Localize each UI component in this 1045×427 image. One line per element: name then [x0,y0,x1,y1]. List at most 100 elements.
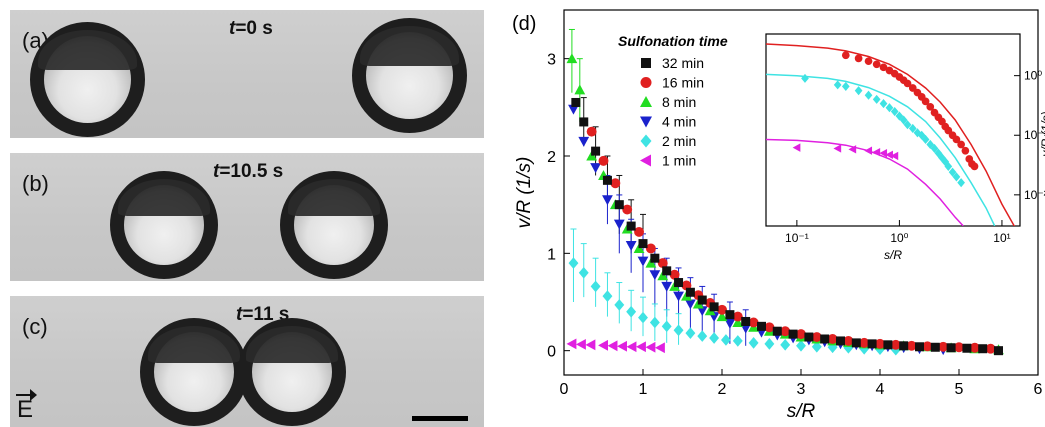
inset-data-point [899,115,908,125]
inset-x-tick-label: 10¹ [993,231,1010,245]
inset-data-point [938,153,946,163]
data-point [922,341,933,352]
data-point [602,290,613,303]
inset-frame [765,33,1021,227]
data-point [788,329,798,339]
data-point [969,342,980,353]
data-point [578,136,590,147]
data-point [568,104,579,115]
data-point [748,317,759,328]
data-point [836,336,845,346]
inset-data-point [970,162,979,171]
inset-data-point [913,128,922,138]
data-point [614,299,625,311]
legend-label: 1 min [662,153,696,169]
data-point [732,317,744,327]
inset-data [766,43,1016,226]
inset-data-point [879,63,888,72]
data-point [883,340,893,350]
data-point [709,302,719,312]
y-tick-label: 3 [547,52,556,69]
data-point [614,200,624,210]
legend-label: 32 min [662,55,704,71]
legend-marker [640,154,651,167]
data-point [598,155,609,166]
time-symbol: t [229,18,236,39]
data-point [764,322,775,333]
y-tick-label: 0 [547,344,556,361]
inset-data-point [926,102,935,111]
data-point [662,266,672,276]
data-point [654,342,665,354]
data-point [669,269,680,280]
data-point [585,339,596,351]
inset-data-point [801,73,809,83]
data-point [571,97,581,107]
time-value-b: =10.5 s [219,161,284,182]
inset-data-point [885,103,894,113]
data-point [685,299,696,310]
data-point [674,278,684,288]
data-point [626,341,637,353]
data-point [622,204,633,215]
legend-label: 4 min [662,114,696,130]
data-point [827,341,838,354]
inset-data-point [872,94,881,104]
inset-data-point [872,60,881,69]
x-tick-label: 3 [797,381,806,398]
data-point [649,270,661,281]
inset-data-point [944,161,953,171]
inset-fit-line [766,43,1016,226]
data-point [962,343,972,353]
data-point [697,330,708,342]
legend-marker [640,96,652,107]
inset-data-point [854,54,863,63]
legend-title: Sulfonation time [618,33,728,49]
data-point [772,326,782,336]
panel-label-b: (b) [22,171,49,196]
inset-data-point [957,140,965,149]
legend-marker [640,116,652,128]
inset-data-point [879,99,888,109]
legend-label: 8 min [662,94,696,110]
micrograph-panel-a: (a) t=0 s [10,10,484,138]
data-point [590,280,601,293]
data-point [946,343,956,353]
panel-label-c: (c) [22,314,48,339]
data-point [625,241,637,251]
field-label: E [17,396,34,423]
data-point [578,266,589,279]
time-label-a: t=0 s [229,18,273,40]
data-point [602,195,613,206]
data-point [954,342,964,353]
x-tick-label: 0 [560,381,569,398]
time-value-a: =0 s [235,18,273,39]
inset-data-point [872,147,881,157]
data-point [685,327,696,339]
data-point [820,334,830,344]
data-point [602,175,612,185]
data-point [890,339,901,350]
data-point [673,324,684,337]
legend-marker [640,134,652,148]
data-point [661,281,673,292]
data-point [906,340,917,351]
data-point [732,311,743,322]
inset-data-point [952,172,961,182]
data-point [645,341,656,353]
data-point [764,338,775,350]
data-point [617,340,627,352]
x-tick-label: 2 [718,381,727,398]
data-point [721,334,731,346]
panel-label-d: (d) [512,13,536,35]
legend-label: 16 min [662,75,704,91]
legend-label: 2 min [662,133,696,149]
inset-data-point [879,148,888,158]
data-point [697,295,707,305]
inset-fit-line [766,138,964,226]
data-point [757,321,766,331]
data-point [575,338,586,350]
field-arrow-shaft [16,394,34,396]
data-point [645,243,656,254]
data-point [598,339,608,351]
